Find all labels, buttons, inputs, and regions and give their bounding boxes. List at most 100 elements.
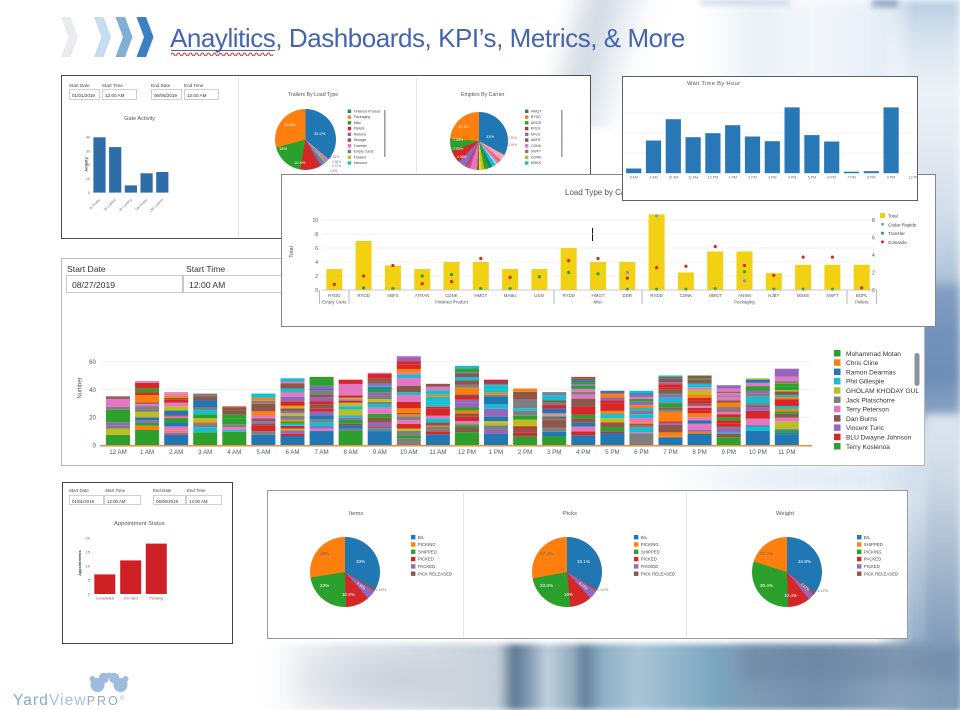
svg-text:Vincent Turic: Vincent Turic <box>846 425 885 432</box>
svg-text:5: 5 <box>88 578 90 582</box>
svg-text:Ramon Dearmas: Ramon Dearmas <box>846 369 897 376</box>
svg-text:5 PM: 5 PM <box>808 176 816 180</box>
svg-text:2: 2 <box>315 274 318 280</box>
svg-text:9 AM: 9 AM <box>373 449 387 456</box>
svg-text:2: 2 <box>872 270 875 276</box>
svg-text:6 PM: 6 PM <box>828 176 836 180</box>
svg-text:PICKING: PICKING <box>641 542 659 547</box>
svg-text:12 AM: 12 AM <box>109 449 127 456</box>
svg-text:Transfer: Transfer <box>354 144 368 148</box>
svg-text:GHOLAM KHODAY GUL: GHOLAM KHODAY GUL <box>846 388 919 395</box>
svg-text:Terry Koslenoa: Terry Koslenoa <box>846 444 890 451</box>
svg-text:Storage: Storage <box>354 138 367 142</box>
svg-text:Packaging: Packaging <box>734 300 755 305</box>
svg-text:1 PM: 1 PM <box>489 449 503 456</box>
svg-text:MSKE: MSKE <box>797 293 810 298</box>
svg-text:1 PM: 1 PM <box>729 176 737 180</box>
svg-text:8: 8 <box>315 232 318 238</box>
svg-text:2 PM: 2 PM <box>748 176 756 180</box>
svg-text:Pallets: Pallets <box>855 300 869 305</box>
svg-text:10 PM: 10 PM <box>749 449 767 456</box>
svg-text:40: 40 <box>89 387 96 394</box>
svg-text:1 AM: 1 AM <box>140 449 154 456</box>
svg-text:10 AM: 10 AM <box>400 449 418 456</box>
svg-text:2 AM: 2 AM <box>169 449 183 456</box>
svg-text:7 PM: 7 PM <box>847 176 855 180</box>
svg-text:0: 0 <box>88 592 90 596</box>
svg-text:Completed: Completed <box>96 597 114 601</box>
svg-text:PACKED: PACKED <box>864 557 881 562</box>
svg-text:PICKED: PICKED <box>641 557 657 562</box>
svg-text:12 PM: 12 PM <box>708 176 718 180</box>
svg-text:B/L: B/L <box>418 535 425 540</box>
svg-text:PICKED: PICKED <box>864 564 880 569</box>
svg-text:BGPL: BGPL <box>856 293 868 298</box>
svg-text:SWFT: SWFT <box>531 150 542 154</box>
svg-text:8 AM: 8 AM <box>630 176 638 180</box>
svg-text:Terry Peterson: Terry Peterson <box>846 407 889 414</box>
svg-text:15: 15 <box>86 550 90 554</box>
svg-text:Chris Cline: Chris Cline <box>846 360 879 367</box>
svg-text:HMGT: HMGT <box>474 293 487 298</box>
svg-text:6 PM: 6 PM <box>634 449 648 456</box>
svg-text:3 AM: 3 AM <box>198 449 212 456</box>
svg-text:7 PM: 7 PM <box>663 449 677 456</box>
svg-text:0: 0 <box>88 191 90 195</box>
svg-text:30: 30 <box>86 149 90 153</box>
svg-text:4: 4 <box>315 260 318 266</box>
svg-text:10 AM: 10 AM <box>668 176 678 180</box>
svg-text:10: 10 <box>86 177 90 181</box>
svg-text:B/L: B/L <box>641 535 648 540</box>
svg-text:PICK RELEASED: PICK RELEASED <box>864 571 898 576</box>
svg-text:HJBT: HJBT <box>768 293 779 298</box>
svg-text:9 AM: 9 AM <box>649 176 657 180</box>
svg-text:SHIPPED: SHIPPED <box>864 542 883 547</box>
svg-text:4 PM: 4 PM <box>576 449 590 456</box>
svg-text:12 PM: 12 PM <box>458 449 476 456</box>
svg-text:6: 6 <box>315 246 318 252</box>
svg-text:Dan Burns: Dan Burns <box>846 416 878 423</box>
svg-text:MABU: MABU <box>504 293 517 298</box>
svg-text:PICKED: PICKED <box>418 557 434 562</box>
svg-text:CONK: CONK <box>531 144 542 148</box>
svg-text:0: 0 <box>93 443 97 450</box>
svg-text:SWFT: SWFT <box>826 293 839 298</box>
svg-text:DDR: DDR <box>623 293 633 298</box>
svg-text:ANSM: ANSM <box>738 293 751 298</box>
svg-text:8 PM: 8 PM <box>692 449 706 456</box>
svg-text:4 AM: 4 AM <box>227 449 241 456</box>
svg-text:5 PM: 5 PM <box>605 449 619 456</box>
svg-text:Pallets: Pallets <box>354 127 365 131</box>
svg-text:Total: Total <box>888 214 898 219</box>
svg-text:10: 10 <box>86 564 90 568</box>
svg-text:4: 4 <box>872 253 875 259</box>
svg-text:GORK: GORK <box>531 155 542 159</box>
svg-text:RYDD: RYDD <box>328 293 340 298</box>
svg-text:Flowers: Flowers <box>354 155 367 159</box>
svg-text:Cedar Rapids: Cedar Rapids <box>888 222 917 227</box>
svg-text:ABFS: ABFS <box>387 293 399 298</box>
svg-text:60: 60 <box>89 359 96 366</box>
svg-text:B/L: B/L <box>864 535 871 540</box>
svg-text:SHIPPED: SHIPPED <box>641 549 660 554</box>
svg-text:Returns: Returns <box>354 132 367 136</box>
svg-text:PICKING: PICKING <box>864 549 882 554</box>
svg-text:Finished Product: Finished Product <box>354 109 381 113</box>
svg-text:Mohammad Motan: Mohammad Motan <box>846 351 901 358</box>
svg-text:Empty Carts: Empty Carts <box>322 300 347 305</box>
svg-text:9 PM: 9 PM <box>721 449 735 456</box>
svg-text:MSKK: MSKK <box>531 161 542 165</box>
svg-text:Misc: Misc <box>593 300 603 305</box>
svg-text:NFLU: NFLU <box>531 132 541 136</box>
svg-text:11 PM: 11 PM <box>778 449 795 456</box>
svg-text:5 AM: 5 AM <box>256 449 270 456</box>
svg-text:PICK RELEASED: PICK RELEASED <box>641 571 675 576</box>
svg-text:0: 0 <box>872 288 875 294</box>
svg-text:20: 20 <box>89 415 96 422</box>
svg-text:Empty Carts: Empty Carts <box>354 150 374 154</box>
svg-text:Phil Gillespie: Phil Gillespie <box>846 379 884 386</box>
svg-text:8: 8 <box>872 218 875 224</box>
svg-text:BYDD: BYDD <box>531 115 541 119</box>
svg-text:Finished Product: Finished Product <box>435 300 469 305</box>
svg-text:2 PM: 2 PM <box>518 449 532 456</box>
